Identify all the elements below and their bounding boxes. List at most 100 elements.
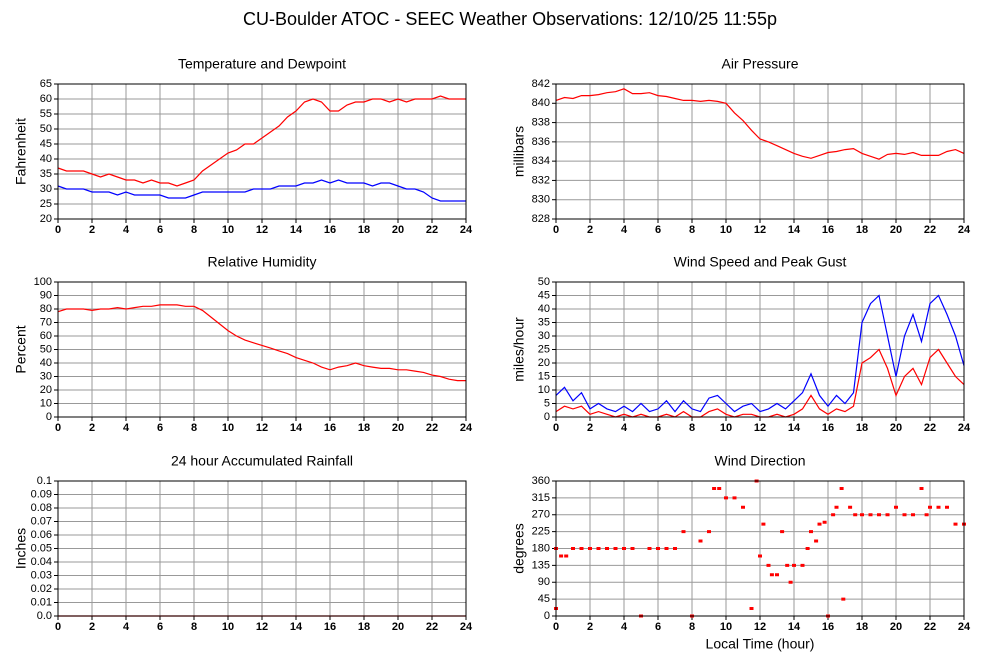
y-tick-label: 0.02 [31,583,52,595]
y-tick-label: 30 [538,330,550,342]
point [775,573,779,577]
y-tick-label: 5 [544,397,550,409]
point [885,513,890,517]
y-tick-label: 0.05 [31,542,52,554]
y-tick-label: 832 [532,174,550,186]
point [656,547,660,550]
chart-title: Temperature and Dewpoint [178,56,346,72]
y-tick-label: 35 [40,168,52,180]
y-tick-label: 35 [538,316,550,328]
y-tick-label: 135 [532,559,550,571]
x-tick-label: 20 [392,224,404,236]
point [945,505,949,509]
x-tick-label: 22 [924,422,936,434]
point [564,554,569,558]
y-tick-label: 40 [538,303,550,315]
y-tick-label: 0 [544,610,550,622]
x-tick-label: 24 [460,621,473,633]
point [919,487,924,490]
x-tick-label: 24 [958,621,971,633]
y-tick-label: 50 [40,123,52,135]
point [766,563,771,567]
plot-border [57,480,467,617]
point [877,513,881,517]
x-tick-label: 0 [553,422,559,434]
x-tick-label: 6 [655,224,661,236]
y-tick-label: 45 [538,593,550,605]
y-tick-label: 60 [40,93,52,105]
x-tick-label: 22 [924,621,936,633]
point [605,547,609,550]
point [622,547,626,550]
x-tick-label: 0 [55,422,61,434]
x-tick-label: 6 [157,224,163,236]
x-tick-label: 10 [720,224,732,236]
x-tick-label: 14 [788,422,801,434]
y-tick-label: 828 [532,213,550,225]
y-tick-label: 20 [538,357,550,369]
y-tick-label: 0.1 [37,475,52,487]
point [588,547,592,550]
x-tick-label: 8 [689,224,695,236]
x-tick-label: 10 [222,224,234,236]
point [712,487,717,490]
y-tick-label: 834 [532,155,550,167]
point [792,563,796,567]
point [673,547,677,550]
y-tick-label: 30 [40,183,52,195]
series-line [57,179,466,202]
y-tick-label: 0.01 [31,596,52,608]
point [809,530,813,534]
y-tick-label: 20 [40,213,52,225]
y-tick-label: 0 [544,411,550,423]
y-tick-label: 0.0 [37,610,52,622]
x-tick-label: 24 [958,422,971,434]
x-tick-label: 2 [89,422,95,434]
point [780,530,785,534]
x-tick-label: 2 [89,621,95,633]
x-tick-label: 20 [890,224,902,236]
point [707,530,711,534]
point [902,513,907,517]
y-axis-label: miles/hour [511,317,527,382]
point [579,547,584,550]
x-tick-label: 16 [324,422,336,434]
x-tick-label: 8 [191,621,197,633]
x-tick-label: 24 [460,422,473,434]
y-tick-label: 50 [538,276,550,288]
point [839,487,844,490]
point [911,513,915,517]
x-tick-label: 10 [222,422,234,434]
y-tick-label: 0.09 [31,488,52,500]
point [814,539,819,543]
x-tick-label: 14 [290,224,303,236]
x-tick-label: 16 [822,621,834,633]
x-tick-label: 16 [324,621,336,633]
x-tick-label: 2 [89,224,95,236]
y-tick-label: 45 [538,289,550,301]
plot-border [555,281,965,418]
x-tick-label: 4 [621,621,628,633]
x-tick-label: 24 [958,224,971,236]
x-tick-label: 14 [290,422,303,434]
x-tick-label: 10 [720,422,732,434]
x-tick-label: 8 [689,422,695,434]
point [741,505,745,509]
y-tick-label: 0.04 [31,556,52,568]
point [817,522,822,526]
point [831,513,836,517]
series-line [57,304,466,382]
x-tick-label: 8 [191,422,197,434]
y-axis-label: Percent [13,325,29,373]
y-axis-label: Fahrenheit [13,118,29,185]
x-tick-label: 18 [856,621,868,633]
point [698,539,703,543]
chart-title: Air Pressure [721,56,798,72]
x-tick-label: 18 [358,621,370,633]
x-tick-label: 18 [358,224,370,236]
y-tick-label: 360 [532,475,550,487]
y-tick-label: 20 [40,384,52,396]
x-tick-label: 20 [890,422,902,434]
series-line [57,95,466,187]
point [936,505,941,509]
